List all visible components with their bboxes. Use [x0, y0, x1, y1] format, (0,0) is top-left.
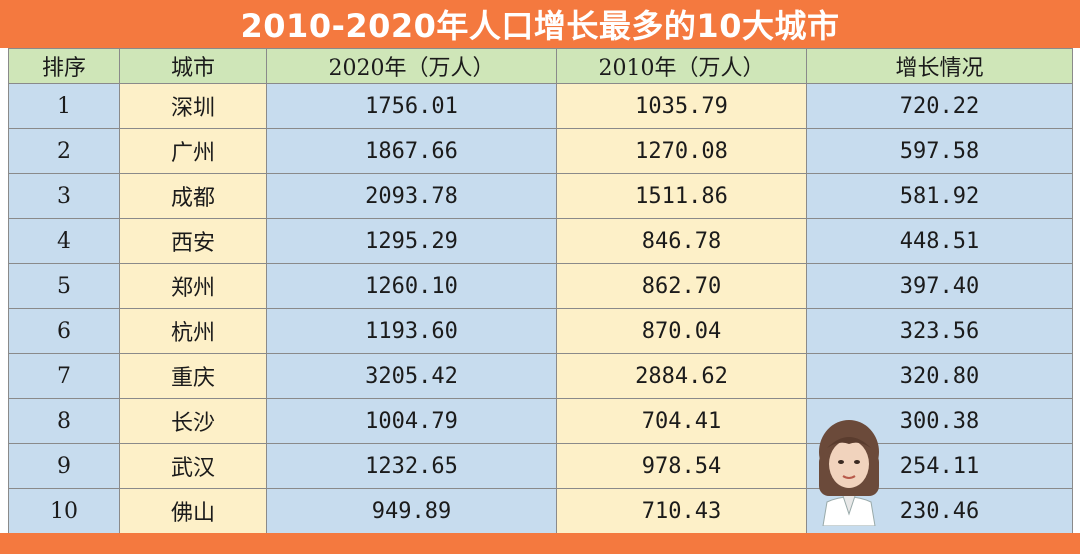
- rank-cell: 4: [8, 218, 120, 264]
- city-cell: 杭州: [119, 308, 267, 354]
- header-rank: 排序: [8, 48, 120, 84]
- avatar: [819, 420, 879, 526]
- city-cell: 郑州: [119, 263, 267, 309]
- pop-2020-cell: 1260.10: [266, 263, 557, 309]
- rank-cell: 8: [8, 398, 120, 444]
- city-cell: 佛山: [119, 488, 267, 534]
- header-city: 城市: [119, 48, 267, 84]
- pop-2010-cell: 704.41: [556, 398, 807, 444]
- table-row: 10 佛山 949.89 710.43 230.46: [8, 488, 1073, 534]
- rank-cell: 5: [8, 263, 120, 309]
- pop-2020-cell: 1867.66: [266, 128, 557, 174]
- city-cell: 深圳: [119, 83, 267, 129]
- pop-2010-cell: 1511.86: [556, 173, 807, 219]
- table-row: 5 郑州 1260.10 862.70 397.40: [8, 263, 1073, 309]
- page-title: 2010-2020年人口增长最多的10大城市: [240, 7, 840, 45]
- pop-2010-cell: 862.70: [556, 263, 807, 309]
- pop-2010-cell: 978.54: [556, 443, 807, 489]
- city-cell: 广州: [119, 128, 267, 174]
- pop-2010-cell: 2884.62: [556, 353, 807, 399]
- city-cell: 重庆: [119, 353, 267, 399]
- table-row: 8 长沙 1004.79 704.41 300.38: [8, 398, 1073, 444]
- rank-cell: 3: [8, 173, 120, 219]
- header-2010: 2010年（万人）: [556, 48, 807, 84]
- pop-2010-cell: 1035.79: [556, 83, 807, 129]
- growth-cell: 323.56: [806, 308, 1073, 354]
- rank-cell: 9: [8, 443, 120, 489]
- pop-2020-cell: 1756.01: [266, 83, 557, 129]
- city-cell: 成都: [119, 173, 267, 219]
- pop-2020-cell: 3205.42: [266, 353, 557, 399]
- pop-2020-cell: 949.89: [266, 488, 557, 534]
- header-growth: 增长情况: [806, 48, 1073, 84]
- data-table-container: 排序 城市 2020年（万人） 2010年（万人） 增长情况 1 深圳 1756.0…: [0, 48, 1080, 534]
- rank-cell: 6: [8, 308, 120, 354]
- rank-cell: 7: [8, 353, 120, 399]
- table-header-row: 排序 城市 2020年（万人） 2010年（万人） 增长情况: [8, 48, 1073, 84]
- city-cell: 武汉: [119, 443, 267, 489]
- pop-2010-cell: 870.04: [556, 308, 807, 354]
- rank-cell: 2: [8, 128, 120, 174]
- table-row: 6 杭州 1193.60 870.04 323.56: [8, 308, 1073, 354]
- growth-cell: 581.92: [806, 173, 1073, 219]
- table-row: 7 重庆 3205.42 2884.62 320.80: [8, 353, 1073, 399]
- city-cell: 长沙: [119, 398, 267, 444]
- growth-cell: 597.58: [806, 128, 1073, 174]
- table-row: 2 广州 1867.66 1270.08 597.58: [8, 128, 1073, 174]
- pop-2020-cell: 2093.78: [266, 173, 557, 219]
- rank-cell: 10: [8, 488, 120, 534]
- pop-2010-cell: 846.78: [556, 218, 807, 264]
- pop-2020-cell: 1193.60: [266, 308, 557, 354]
- rank-cell: 1: [8, 83, 120, 129]
- growth-cell: 720.22: [806, 83, 1073, 129]
- growth-cell: 397.40: [806, 263, 1073, 309]
- table-row: 4 西安 1295.29 846.78 448.51: [8, 218, 1073, 264]
- header-2020: 2020年（万人）: [266, 48, 557, 84]
- population-table: 排序 城市 2020年（万人） 2010年（万人） 增长情况 1 深圳 1756.0…: [8, 48, 1073, 534]
- pop-2020-cell: 1232.65: [266, 443, 557, 489]
- bottom-bar: [0, 533, 1080, 554]
- growth-cell: 448.51: [806, 218, 1073, 264]
- pop-2020-cell: 1295.29: [266, 218, 557, 264]
- table-row: 9 武汉 1232.65 978.54 254.11: [8, 443, 1073, 489]
- growth-cell: 320.80: [806, 353, 1073, 399]
- table-row: 1 深圳 1756.01 1035.79 720.22: [8, 83, 1073, 129]
- city-cell: 西安: [119, 218, 267, 264]
- pop-2020-cell: 1004.79: [266, 398, 557, 444]
- table-row: 3 成都 2093.78 1511.86 581.92: [8, 173, 1073, 219]
- pop-2010-cell: 710.43: [556, 488, 807, 534]
- pop-2010-cell: 1270.08: [556, 128, 807, 174]
